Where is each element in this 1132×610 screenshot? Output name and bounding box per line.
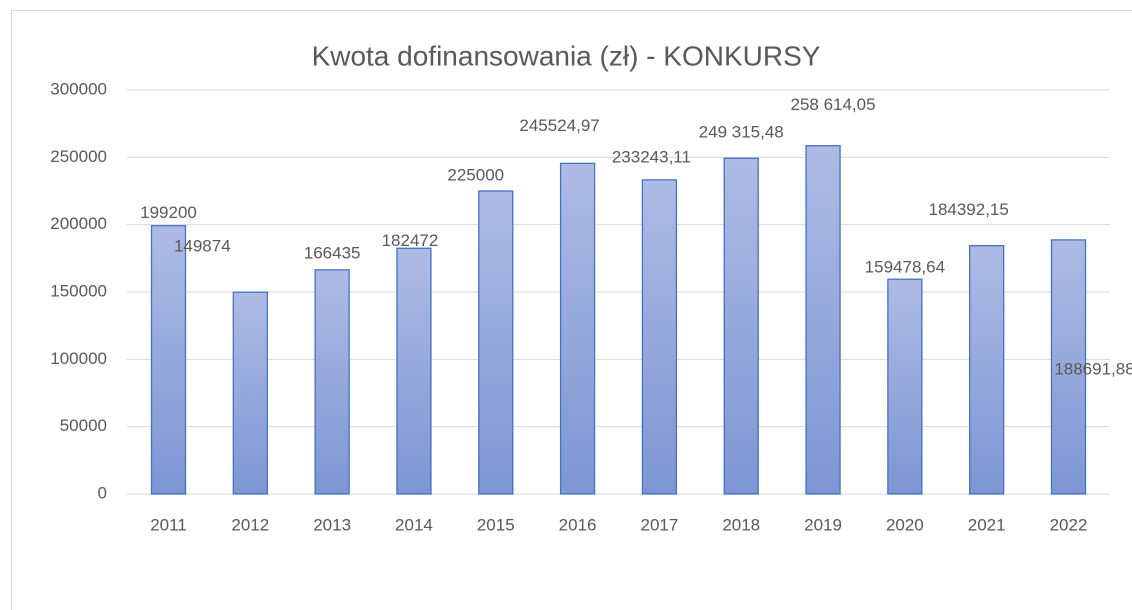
y-tick-label: 50000 (60, 416, 107, 435)
bar (314, 269, 350, 495)
bar (723, 157, 759, 495)
bar (478, 190, 514, 495)
x-tick-label: 2011 (150, 515, 187, 534)
y-tick-label: 0 (98, 483, 107, 502)
bar (150, 225, 187, 495)
y-tick-label: 300000 (50, 79, 107, 98)
bar (559, 162, 596, 495)
data-label: 249 315,48 (699, 123, 784, 142)
x-tick-label: 2012 (231, 515, 269, 534)
data-label: 245524,97 (519, 116, 599, 135)
x-tick-label: 2016 (559, 515, 597, 534)
data-label: 166435 (304, 243, 361, 262)
data-label: 233243,11 (612, 147, 691, 166)
x-tick-label: 2013 (313, 515, 351, 534)
chart-title: Kwota dofinansowania (zł) - KONKURSY (312, 40, 821, 71)
data-label: 149874 (174, 237, 231, 256)
data-label: 225000 (447, 165, 504, 184)
y-tick-label: 200000 (50, 214, 107, 233)
data-label: 258 614,05 (790, 95, 875, 114)
bar (887, 278, 923, 495)
bar (969, 245, 1005, 495)
x-tick-label: 2019 (804, 515, 842, 534)
bar (641, 179, 678, 495)
data-label: 184392,15 (928, 200, 1008, 219)
x-tick-label: 2021 (968, 515, 1006, 534)
data-label: 199200 (140, 203, 197, 222)
x-tick-label: 2014 (395, 515, 433, 534)
x-tick-label: 2020 (886, 515, 924, 534)
x-tick-label: 2018 (722, 515, 760, 534)
data-label: 188691,88 (1054, 359, 1132, 378)
data-label: 182472 (382, 231, 439, 250)
y-tick-label: 100000 (50, 349, 107, 368)
data-label: 159478,64 (865, 258, 945, 277)
x-tick-label: 2017 (640, 515, 678, 534)
bar (232, 291, 268, 495)
y-tick-label: 150000 (50, 281, 107, 300)
bar (1050, 239, 1087, 495)
bar (805, 145, 841, 495)
bar (396, 247, 432, 495)
x-tick-label: 2015 (477, 515, 515, 534)
x-tick-label: 2022 (1050, 515, 1088, 534)
y-tick-label: 250000 (50, 147, 107, 166)
